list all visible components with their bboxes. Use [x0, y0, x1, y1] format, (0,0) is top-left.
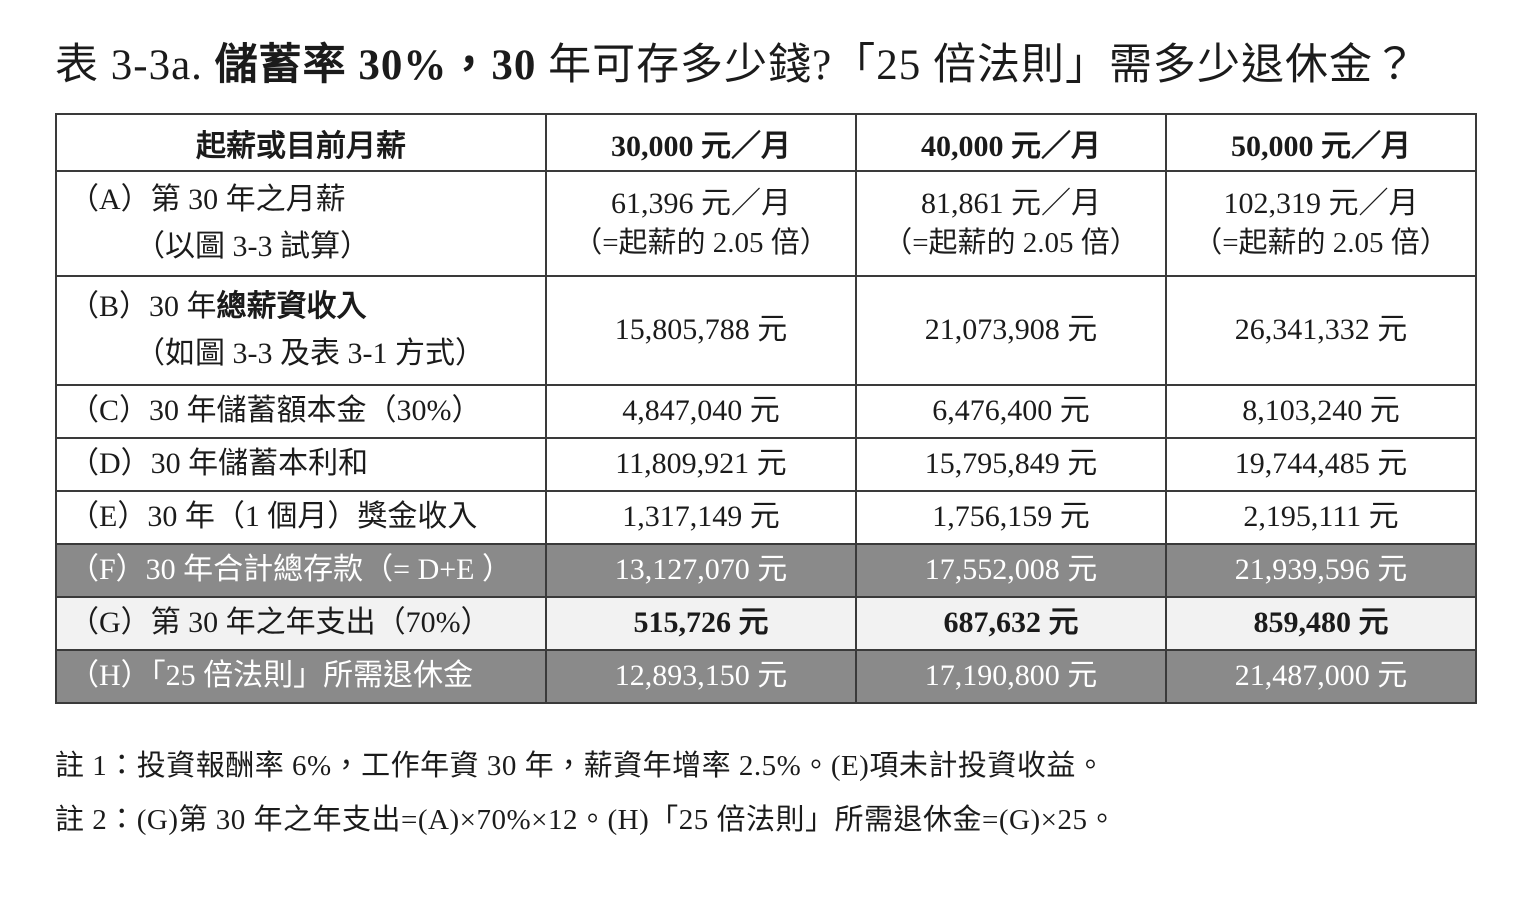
row-a-label-line1: （A）第 30 年之月薪 [69, 183, 346, 216]
row-a-value-30000-main: 61,396 元／月 [611, 186, 791, 220]
row-d-value-30000: 11,809,921 元 [545, 437, 857, 492]
row-f-value-40000: 17,552,008 元 [855, 543, 1167, 598]
row-a-label-line2: （以圖 3-3 試算） [135, 229, 370, 263]
row-g-value-50000: 859,480 元 [1165, 596, 1477, 651]
table-row-d: （D）30 年儲蓄本利和 11,809,921 元 15,795,849 元 1… [55, 437, 1477, 492]
row-a-value-50000-main: 102,319 元／月 [1223, 186, 1419, 220]
page-title: 表 3-3a. 儲蓄率 30%，30 年可存多少錢?「25 倍法則」需多少退休金… [55, 30, 1475, 92]
row-g-value-40000: 687,632 元 [855, 596, 1167, 651]
row-a-value-50000-sub: （=起薪的 2.05 倍） [1193, 227, 1449, 260]
savings-table: 起薪或目前月薪 30,000 元／月 40,000 元／月 50,000 元／月… [55, 113, 1477, 704]
table-row-a: （A）第 30 年之月薪 （以圖 3-3 試算） 61,396 元／月 （=起薪… [55, 170, 1477, 277]
title-prefix: 表 3-3a. [55, 42, 215, 89]
row-h-value-40000: 17,190,800 元 [855, 649, 1167, 704]
row-a-label: （A）第 30 年之月薪 （以圖 3-3 試算） [55, 170, 547, 277]
row-c-value-30000: 4,847,040 元 [545, 384, 857, 439]
row-g-value-30000: 515,726 元 [545, 596, 857, 651]
footnote-1: 註 1：投資報酬率 6%，工作年資 30 年，薪資年增率 2.5%。(E)項未計… [55, 750, 1106, 782]
row-d-value-50000: 19,744,485 元 [1165, 437, 1477, 492]
table-row-e: （E）30 年（1 個月）獎金收入 1,317,149 元 1,756,159 … [55, 490, 1477, 545]
row-e-value-40000: 1,756,159 元 [855, 490, 1167, 545]
row-a-value-50000: 102,319 元／月 （=起薪的 2.05 倍） [1165, 170, 1477, 277]
header-40000: 40,000 元／月 [855, 113, 1167, 172]
table-row-f-highlight: （F）30 年合計總存款（= D+E ） 13,127,070 元 17,552… [55, 543, 1477, 598]
header-30000: 30,000 元／月 [545, 113, 857, 172]
footnotes: 註 1：投資報酬率 6%，工作年資 30 年，薪資年增率 2.5%。(E)項未計… [55, 740, 1475, 847]
table-row-h-highlight: （H）「25 倍法則」所需退休金 12,893,150 元 17,190,800… [55, 649, 1477, 704]
row-f-value-30000: 13,127,070 元 [545, 543, 857, 598]
row-e-value-50000: 2,195,111 元 [1165, 490, 1477, 545]
table-row-b: （B）30 年總薪資收入 （如圖 3-3 及表 3-1 方式） 15,805,7… [55, 275, 1477, 386]
row-g-label: （G）第 30 年之年支出（70%） [55, 596, 547, 651]
table-row-c: （C）30 年儲蓄額本金（30%） 4,847,040 元 6,476,400 … [55, 384, 1477, 439]
row-b-value-50000: 26,341,332 元 [1165, 275, 1477, 386]
row-b-label-line2: （如圖 3-3 及表 3-1 方式） [135, 336, 485, 370]
footnote-2: 註 2：(G)第 30 年之年支出=(A)×70%×12。(H)「25 倍法則」… [55, 803, 1117, 836]
row-a-value-30000: 61,396 元／月 （=起薪的 2.05 倍） [545, 170, 857, 277]
row-b-label-prefix: （B）30 年 [69, 290, 217, 323]
row-a-value-40000: 81,861 元／月 （=起薪的 2.05 倍） [855, 170, 1167, 277]
page: 表 3-3a. 儲蓄率 30%，30 年可存多少錢?「25 倍法則」需多少退休金… [55, 30, 1477, 847]
row-b-value-40000: 21,073,908 元 [855, 275, 1167, 386]
row-h-label: （H）「25 倍法則」所需退休金 [55, 649, 547, 704]
title-bold-segment: 儲蓄率 30%，30 [214, 42, 549, 89]
row-c-value-50000: 8,103,240 元 [1165, 384, 1477, 439]
title-rest: 年可存多少錢?「25 倍法則」需多少退休金？ [548, 42, 1417, 89]
table-header-row: 起薪或目前月薪 30,000 元／月 40,000 元／月 50,000 元／月 [55, 113, 1477, 172]
row-b-label: （B）30 年總薪資收入 （如圖 3-3 及表 3-1 方式） [55, 275, 547, 386]
row-d-label: （D）30 年儲蓄本利和 [55, 437, 547, 492]
header-salary-label: 起薪或目前月薪 [55, 113, 547, 172]
row-c-label: （C）30 年儲蓄額本金（30%） [55, 384, 547, 439]
row-b-label-bold: 總薪資收入 [216, 290, 367, 323]
row-d-value-40000: 15,795,849 元 [855, 437, 1167, 492]
row-h-value-50000: 21,487,000 元 [1165, 649, 1477, 704]
row-a-value-40000-sub: （=起薪的 2.05 倍） [883, 227, 1139, 260]
row-c-value-40000: 6,476,400 元 [855, 384, 1167, 439]
row-a-value-40000-main: 81,861 元／月 [921, 186, 1101, 220]
row-f-label: （F）30 年合計總存款（= D+E ） [55, 543, 547, 598]
row-e-label: （E）30 年（1 個月）獎金收入 [55, 490, 547, 545]
row-e-value-30000: 1,317,149 元 [545, 490, 857, 545]
row-h-value-30000: 12,893,150 元 [545, 649, 857, 704]
table-row-g: （G）第 30 年之年支出（70%） 515,726 元 687,632 元 8… [55, 596, 1477, 651]
row-b-value-30000: 15,805,788 元 [545, 275, 857, 386]
header-50000: 50,000 元／月 [1165, 113, 1477, 172]
row-b-label-line1: （B）30 年總薪資收入 [69, 290, 367, 323]
row-f-value-50000: 21,939,596 元 [1165, 543, 1477, 598]
row-a-value-30000-sub: （=起薪的 2.05 倍） [573, 227, 829, 260]
